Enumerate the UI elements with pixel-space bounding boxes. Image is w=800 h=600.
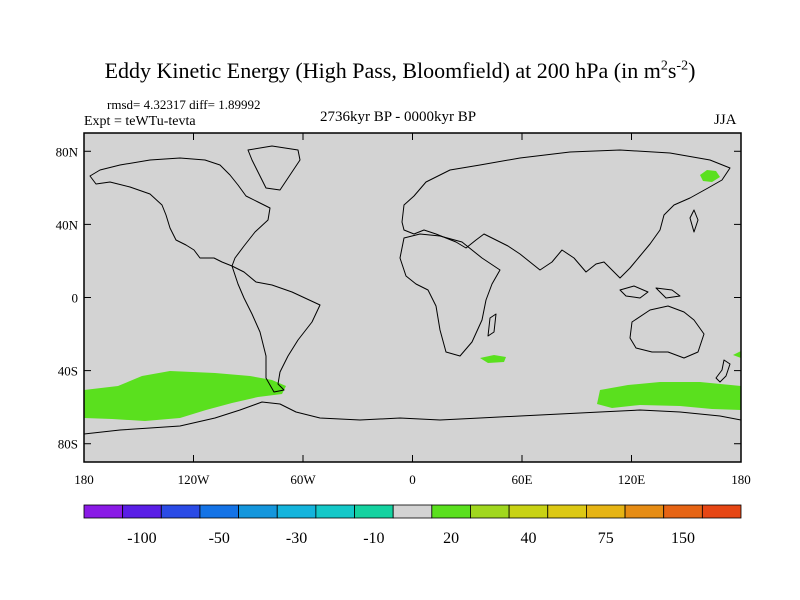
lat-tick-label: 80N xyxy=(56,144,79,159)
colorbar-swatch xyxy=(122,504,162,519)
east-siberia-positive-anomaly xyxy=(700,170,720,182)
colorbar-label: -10 xyxy=(363,530,384,547)
coast-antarctica xyxy=(84,401,741,435)
anomaly-regions xyxy=(84,170,741,421)
lat-tick-label: 80S xyxy=(58,437,78,452)
colorbar-label: 75 xyxy=(598,530,614,547)
lon-tick-label: 120E xyxy=(618,472,646,487)
colorbar-swatch xyxy=(663,504,703,519)
stats-text: rmsd= 4.32317 diff= 1.89992 xyxy=(107,97,261,112)
coast-japan xyxy=(689,209,699,233)
lat-tick-label: 40N xyxy=(56,217,79,232)
coast-africa xyxy=(399,233,501,357)
colorbar-swatch xyxy=(160,504,201,519)
colorbar-swatch xyxy=(470,504,510,519)
lon-tick-label: 180 xyxy=(74,472,94,487)
coast-australia xyxy=(629,305,705,359)
coast-greenland xyxy=(247,145,301,191)
colorbar-label: -50 xyxy=(209,530,230,547)
lon-tick-label: 180 xyxy=(731,472,751,487)
colorbar-label: 40 xyxy=(520,530,536,547)
coast-madagascar xyxy=(487,313,497,337)
australia-south-positive-anomaly xyxy=(597,382,741,410)
coastlines xyxy=(84,145,741,435)
colorbar-label: 150 xyxy=(671,530,695,547)
colorbar-swatch xyxy=(508,504,549,519)
experiment-label: Expt = teWTu-tevta xyxy=(84,114,196,129)
lon-tick-label: 60W xyxy=(290,472,316,487)
latitude-axis: 80N 40N 0 40S 80S xyxy=(56,144,741,452)
coast-new-zealand xyxy=(715,359,731,383)
period-label: 2736kyr BP - 0000kyr BP xyxy=(320,109,477,125)
colorbar-swatch xyxy=(392,504,433,519)
colorbar-label: -30 xyxy=(286,530,307,547)
longitude-axis: 180 120W 60W 0 60E 120E 180 xyxy=(74,133,751,487)
colorbar-swatch xyxy=(83,504,124,519)
colorbar-swatch xyxy=(547,504,587,519)
colorbar-label: -100 xyxy=(127,530,156,547)
lon-tick-label: 60E xyxy=(512,472,533,487)
south-pacific-dateline-positive-anomaly xyxy=(733,351,741,358)
indian-ocean-positive-anomaly xyxy=(480,355,506,363)
plot-title: Eddy Kinetic Energy (High Pass, Bloomfie… xyxy=(104,58,696,83)
south-pacific-positive-anomaly xyxy=(84,371,286,421)
colorbar-swatch xyxy=(199,504,239,519)
colorbar-swatch xyxy=(276,504,317,519)
colorbar: -100 -50 -30 -10 20 40 75 150 xyxy=(83,504,742,547)
lat-tick-label: 40S xyxy=(58,364,78,379)
colorbar-swatch xyxy=(624,504,665,519)
colorbar-swatch xyxy=(354,504,394,519)
colorbar-swatch xyxy=(701,504,742,519)
lon-tick-label: 120W xyxy=(178,472,211,487)
coast-maritime-continent xyxy=(619,285,681,299)
colorbar-swatch xyxy=(238,504,278,519)
colorbar-label: 20 xyxy=(443,530,459,547)
lat-tick-label: 0 xyxy=(72,291,79,306)
colorbar-swatch xyxy=(586,504,626,519)
colorbar-swatch xyxy=(315,504,355,519)
colorbar-swatch xyxy=(431,504,471,519)
coast-south-america xyxy=(231,265,321,393)
lon-tick-label: 0 xyxy=(409,472,416,487)
season-label: JJA xyxy=(714,112,737,128)
